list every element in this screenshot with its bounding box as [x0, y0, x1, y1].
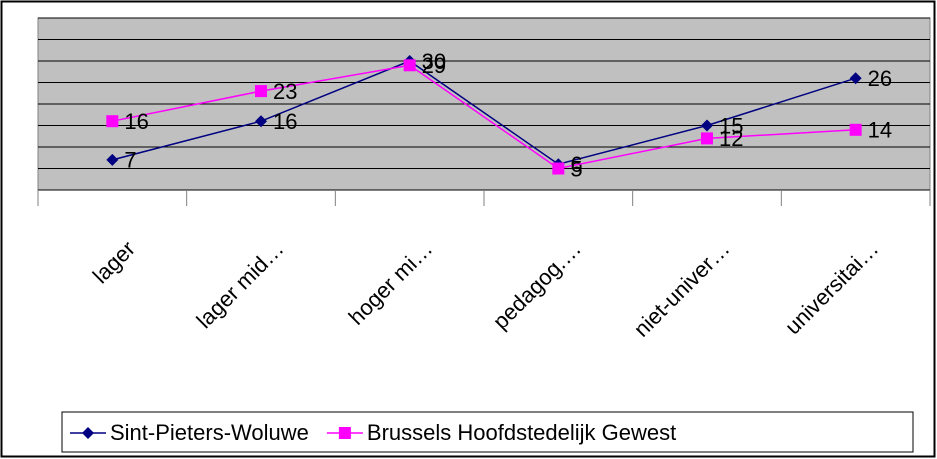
marker [849, 123, 862, 136]
marker [701, 132, 713, 145]
legend-label: Brussels Hoofdstedelijk Gewest [367, 420, 676, 445]
series-line [112, 64, 856, 170]
marker [552, 162, 565, 175]
marker [82, 427, 94, 439]
marker [106, 115, 119, 128]
data-label: 23 [273, 79, 297, 104]
data-label: 15 [719, 113, 743, 138]
series-line [112, 60, 856, 166]
legend [61, 411, 914, 453]
data-label: 14 [868, 118, 892, 143]
legend-label: Sint-Pieters-Woluwe [110, 420, 309, 445]
data-label: 16 [124, 109, 148, 134]
marker [849, 72, 862, 85]
marker [255, 85, 267, 98]
data-label: 5 [570, 156, 582, 181]
data-label: 12 [719, 126, 743, 151]
data-label: 7 [124, 148, 136, 173]
marker [106, 153, 119, 166]
data-label: 16 [273, 109, 297, 134]
marker [255, 115, 267, 128]
marker [403, 59, 416, 72]
data-label: 29 [422, 53, 446, 78]
marker [701, 119, 713, 132]
data-label: 30 [422, 49, 446, 74]
data-label: 26 [868, 66, 892, 91]
marker [338, 427, 351, 439]
